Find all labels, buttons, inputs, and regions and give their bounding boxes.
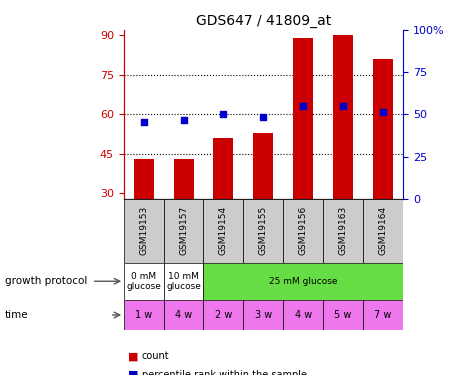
Bar [373,59,393,199]
Text: GSM19154: GSM19154 [219,206,228,255]
Bar [124,262,164,300]
Bar [203,262,403,300]
Bar [124,300,164,330]
Text: GSM19153: GSM19153 [139,206,148,255]
Text: 4 w: 4 w [294,310,312,320]
Bar [164,300,203,330]
Point [220,111,227,117]
Text: 1 w: 1 w [135,310,152,320]
Bar [363,300,403,330]
Text: GSM19163: GSM19163 [338,206,348,255]
Point [140,119,147,125]
Bar [213,138,234,199]
Bar [293,38,313,199]
Text: count: count [142,351,169,361]
Bar [363,199,403,262]
Bar [164,199,203,262]
Text: 7 w: 7 w [374,310,392,320]
Text: 0 mM
glucose: 0 mM glucose [126,272,161,291]
Title: GDS647 / 41809_at: GDS647 / 41809_at [196,13,331,28]
Point [180,117,187,123]
Bar [124,199,164,262]
Point [379,109,387,115]
Text: 10 mM
glucose: 10 mM glucose [166,272,201,291]
Text: growth protocol: growth protocol [5,276,87,286]
Text: 4 w: 4 w [175,310,192,320]
Bar [253,133,273,199]
Bar [174,159,193,199]
Text: ■: ■ [128,351,139,361]
Bar [243,199,284,262]
Bar [134,159,153,199]
Bar [203,199,243,262]
Bar [164,262,203,300]
Point [300,104,307,110]
Point [339,104,347,110]
Text: 25 mM glucose: 25 mM glucose [269,277,338,286]
Bar [284,300,323,330]
Text: percentile rank within the sample: percentile rank within the sample [142,370,307,375]
Text: 2 w: 2 w [215,310,232,320]
Bar [323,199,363,262]
Bar [243,300,284,330]
Point [260,114,267,120]
Text: GSM19156: GSM19156 [299,206,308,255]
Bar [323,300,363,330]
Text: GSM19157: GSM19157 [179,206,188,255]
Text: time: time [5,310,28,320]
Text: 5 w: 5 w [334,310,352,320]
Bar [284,199,323,262]
Text: 3 w: 3 w [255,310,272,320]
Bar [203,300,243,330]
Text: ■: ■ [128,370,139,375]
Text: GSM19155: GSM19155 [259,206,268,255]
Text: GSM19164: GSM19164 [379,206,387,255]
Bar [333,35,353,199]
